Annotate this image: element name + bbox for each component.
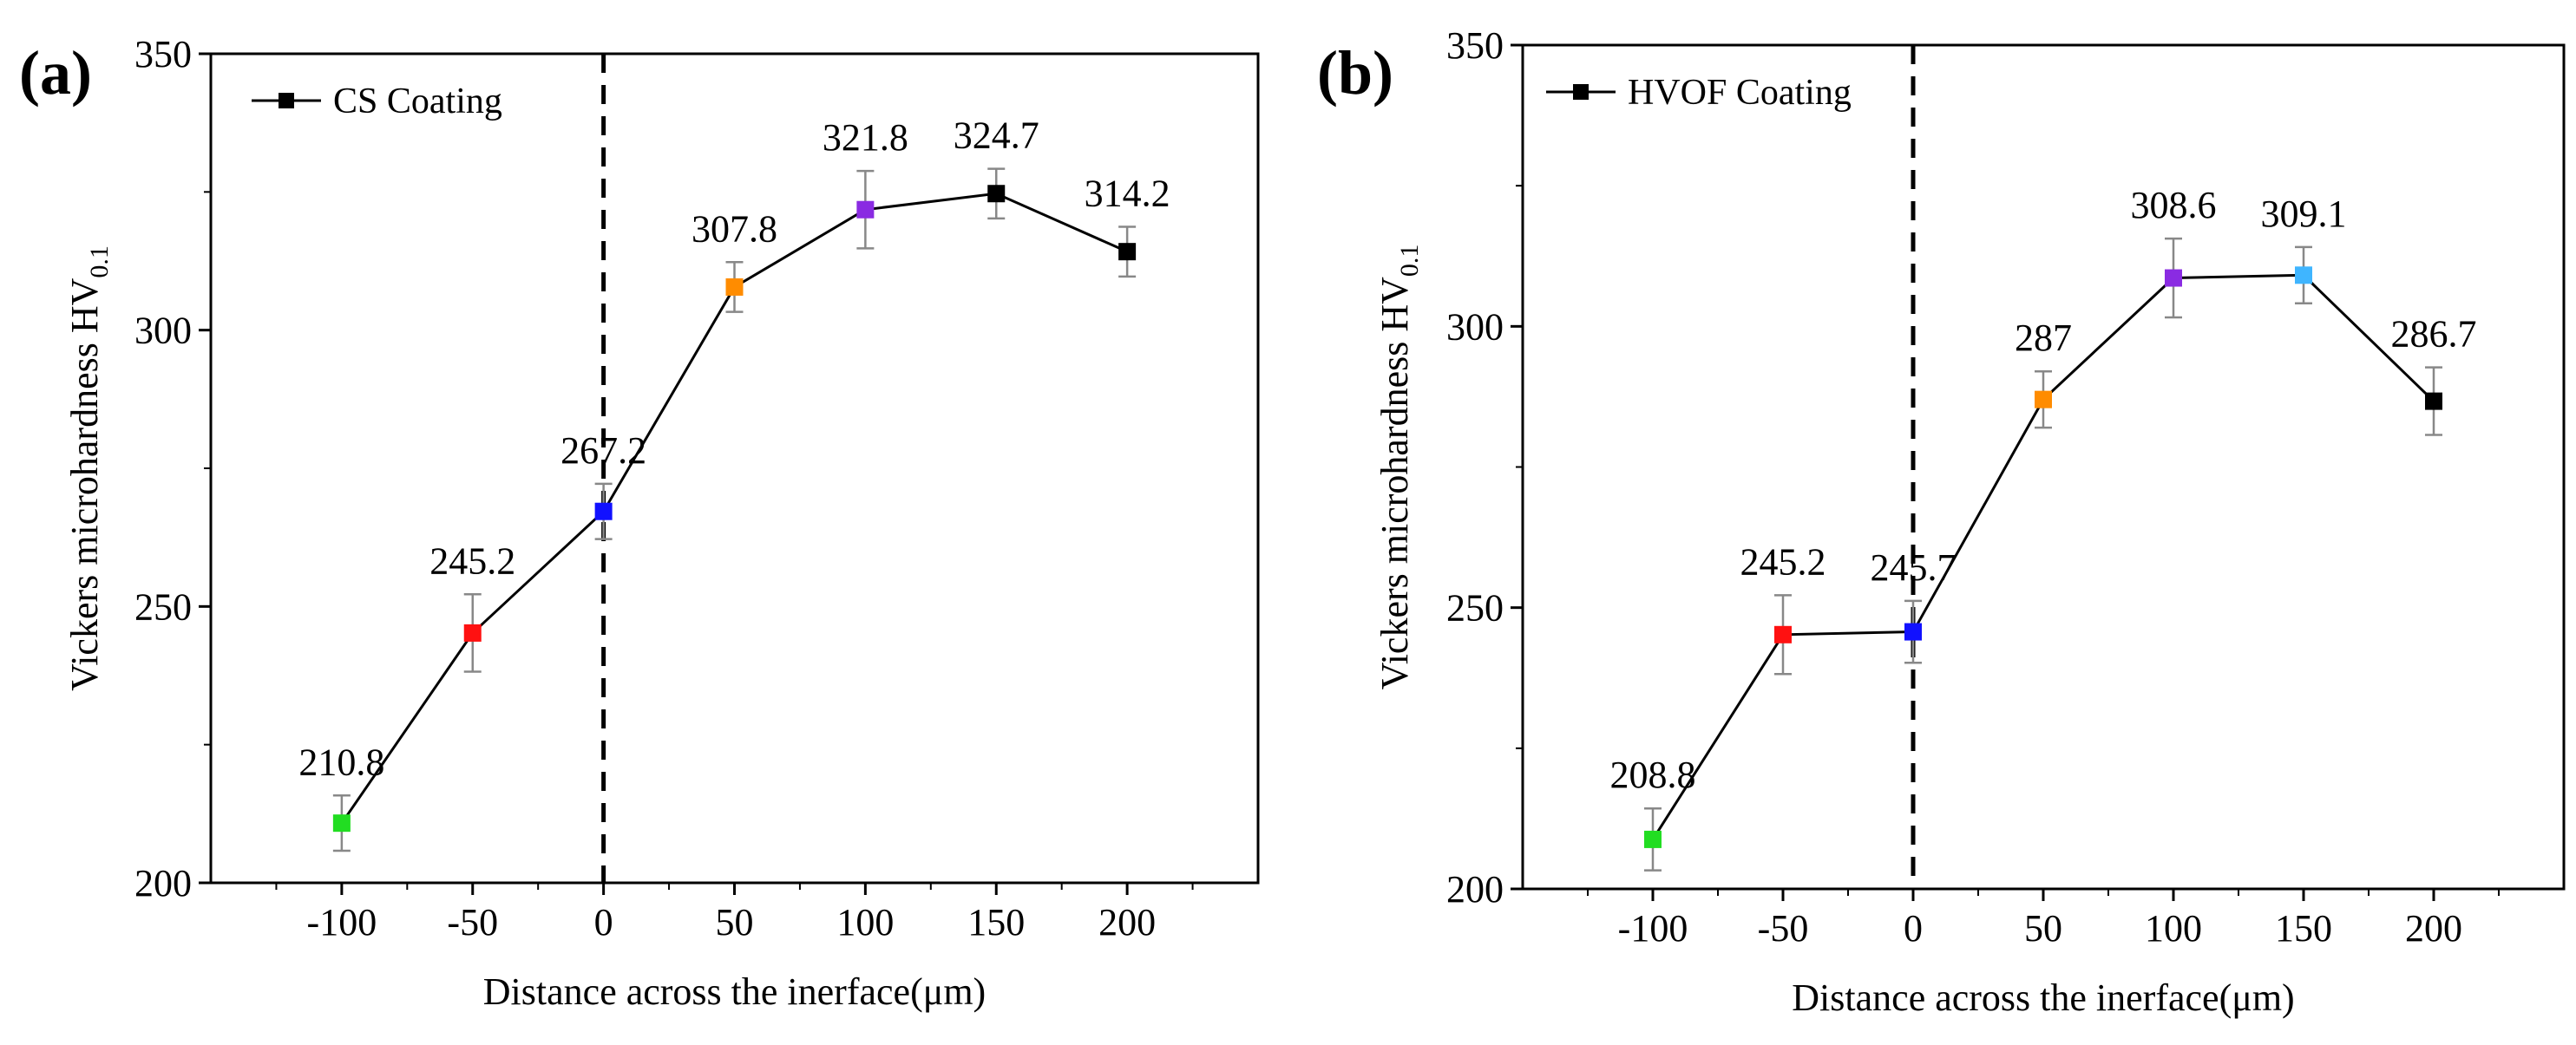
panel-label: (a) (19, 38, 92, 108)
x-tick-label: -100 (307, 901, 377, 944)
x-tick-label: 150 (2275, 907, 2332, 950)
data-point (1644, 830, 1662, 848)
x-tick-label: 200 (1098, 901, 1156, 944)
data-point (1774, 625, 1792, 643)
panel-label: (b) (1317, 38, 1393, 108)
data-label: 286.7 (2391, 313, 2477, 356)
data-point (1904, 623, 1922, 641)
data-label: 308.6 (2131, 184, 2217, 226)
data-point (987, 185, 1006, 203)
x-tick-label: 50 (716, 901, 754, 944)
data-point (856, 200, 875, 219)
x-tick-label: 0 (594, 901, 613, 944)
x-tick-label: 0 (1904, 907, 1923, 950)
y-tick-label: 350 (1446, 24, 1504, 67)
x-tick-label: 100 (836, 901, 894, 944)
y-tick-label: 350 (134, 33, 192, 75)
legend-marker (1573, 84, 1589, 100)
chart-panel-a: (a) 200 250 300 350 -100 -50 0 50 100 150 200 Distan… (19, 33, 1260, 1013)
data-label: 307.8 (692, 207, 777, 250)
y-tick-label: 200 (1446, 868, 1504, 911)
data-label: 245.2 (429, 539, 515, 582)
y-tick-label: 250 (134, 585, 192, 628)
x-tick-label: 150 (967, 901, 1025, 944)
data-point (2425, 392, 2442, 410)
x-axis-title: Distance across the inerface(μm) (483, 970, 986, 1013)
y-axis-title-subscript: 0.1 (85, 245, 114, 278)
y-tick-label: 300 (134, 310, 192, 352)
data-point (2295, 266, 2312, 284)
data-label: 314.2 (1085, 172, 1170, 214)
data-point (2165, 269, 2182, 287)
y-axis-title: Vickers microhardness HV0.1 (1373, 245, 1424, 690)
data-label: 267.2 (560, 429, 646, 472)
x-tick-label: 200 (2405, 907, 2462, 950)
y-tick-label: 200 (134, 862, 192, 905)
data-label: 245.7 (1871, 546, 1957, 589)
data-label: 245.2 (1740, 540, 1826, 583)
data-label: 321.8 (823, 116, 908, 159)
legend-marker (279, 93, 294, 108)
x-axis-title: Distance across the inerface(μm) (1792, 976, 2294, 1019)
data-point (1118, 243, 1137, 261)
y-tick-label: 250 (1446, 587, 1504, 630)
x-tick-label: -50 (1758, 907, 1809, 950)
y-axis-title: Vickers microhardness HV0.1 (63, 245, 114, 691)
data-label: 287 (2015, 317, 2072, 359)
data-label: 324.7 (954, 114, 1039, 157)
y-axis-title-subscript: 0.1 (1395, 245, 1424, 278)
chart-panel-b: (b) 200 250 300 350 -100 -50 0 50 100 150 200 Distan… (1317, 24, 2566, 1019)
data-point (594, 502, 613, 520)
y-tick-label: 300 (1446, 305, 1504, 348)
data-label: 210.8 (298, 741, 384, 783)
x-tick-label: -100 (1618, 907, 1688, 950)
data-label: 309.1 (2261, 193, 2347, 235)
data-point (2035, 390, 2052, 408)
x-tick-label: 50 (2024, 907, 2062, 950)
legend-label: CS Coating (333, 82, 502, 121)
data-label: 208.8 (1610, 754, 1696, 796)
y-axis-title-main: Vickers microhardness HV (63, 278, 106, 691)
y-axis-title-main: Vickers microhardness HV (1373, 277, 1416, 690)
x-tick-label: -50 (447, 901, 498, 944)
data-point (332, 814, 351, 833)
legend-label: HVOF Coating (1628, 73, 1852, 113)
data-point (725, 278, 744, 296)
x-tick-label: 100 (2145, 907, 2202, 950)
data-point (463, 624, 482, 642)
